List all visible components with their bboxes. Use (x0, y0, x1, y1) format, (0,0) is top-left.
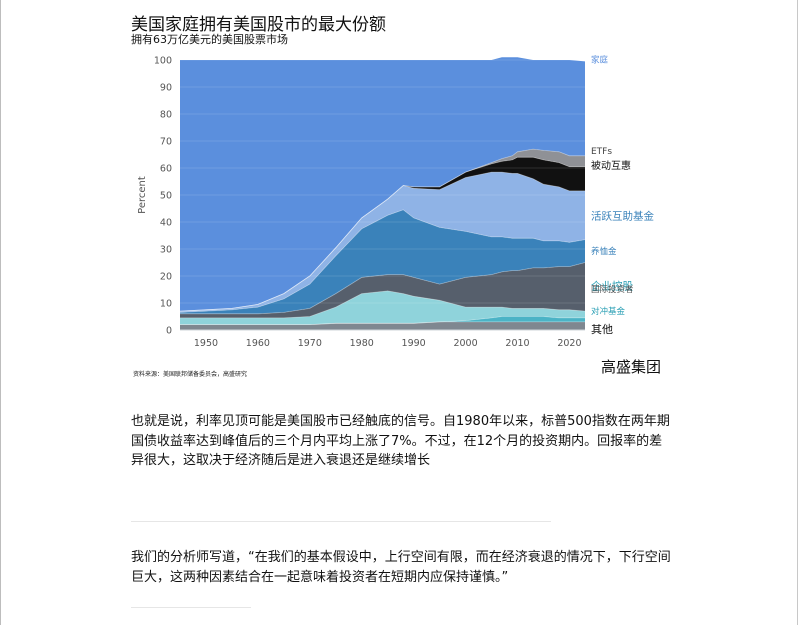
series-label: 国际投资者 (591, 284, 634, 295)
x-tick-label: 2000 (453, 338, 477, 349)
area-养恤金 (180, 209, 585, 314)
area-edge-ETFs (179, 148, 585, 312)
y-tick-label: 10 (160, 299, 172, 310)
y-tick-label: 40 (160, 218, 172, 229)
y-tick-label: 20 (160, 272, 172, 283)
y-tick-label: 90 (160, 83, 172, 94)
y-tick-label: 0 (166, 326, 172, 337)
y-axis: 0 10 20 30 40 50 60 70 80 90 100 (154, 56, 585, 337)
area-对冲基金 (180, 316, 585, 325)
page-border (0, 0, 1, 625)
divider (131, 607, 251, 608)
area-edge-养恤金 (179, 209, 586, 313)
y-tick-label: 30 (160, 245, 172, 256)
series-label: 活跃互助基金 (591, 209, 654, 222)
area-家庭 (180, 57, 585, 312)
x-tick-label: 1980 (350, 338, 374, 349)
page-border (797, 0, 798, 625)
area-edge-被动互惠 (179, 156, 585, 312)
y-tick-label: 70 (160, 137, 172, 148)
series-label: 企业控股 (591, 280, 633, 293)
source-note: 资料来源：美国联邦储备委员会，高盛研究 (133, 371, 248, 378)
y-tick-label: 50 (160, 191, 172, 202)
area-edge-其他 (180, 321, 585, 325)
area-edge-对冲基金 (180, 316, 585, 325)
series-label: ETFs (591, 147, 612, 157)
area-edge-国际投资者 (180, 262, 586, 315)
y-tick-label: 100 (154, 56, 172, 67)
series-label: 对冲基金 (591, 306, 626, 317)
area-edge-企业控股 (180, 290, 586, 319)
area-国际投资者 (180, 262, 585, 318)
y-axis-label: Percent (137, 176, 148, 214)
brand-logo-text: 高盛集团 (601, 358, 662, 376)
x-tick-label: 1970 (298, 338, 322, 349)
x-tick-label: 1990 (402, 338, 426, 349)
x-tick-label: 1960 (246, 338, 270, 349)
article-paragraph: 也就是说，利率见顶可能是美国股市已经触底的信号。自1980年以来，标普500指数… (131, 414, 670, 468)
series-label: 其他 (591, 323, 613, 336)
area-活跃互助基金 (180, 172, 585, 313)
article-paragraph: 我们的分析师写道，“在我们的基本假设中，上行空间有限，而在经济衰退的情况下，下行… (131, 550, 671, 585)
chart-subtitle: 拥有63万亿美元的美国股票市场 (131, 33, 288, 46)
chart-title: 美国家庭拥有美国股市的最大份额 (131, 15, 386, 35)
series-label: 家庭 (591, 55, 609, 66)
series-label: 被动互惠 (591, 159, 631, 172)
area-layer (179, 57, 586, 330)
y-tick-label: 80 (160, 110, 172, 121)
series-label: 养恤金 (591, 246, 617, 257)
x-tick-label: 2020 (557, 338, 581, 349)
y-tick-label: 60 (160, 164, 172, 175)
x-tick-label: 2010 (505, 338, 529, 349)
x-axis: 1950 1960 1970 1980 1990 2000 2010 2020 (194, 338, 582, 349)
area-edge-活跃互助基金 (179, 171, 585, 312)
area-其他 (180, 321, 585, 330)
x-tick-label: 1950 (194, 338, 218, 349)
area-被动互惠 (180, 157, 585, 312)
area-企业控股 (180, 290, 585, 325)
divider (131, 521, 551, 522)
